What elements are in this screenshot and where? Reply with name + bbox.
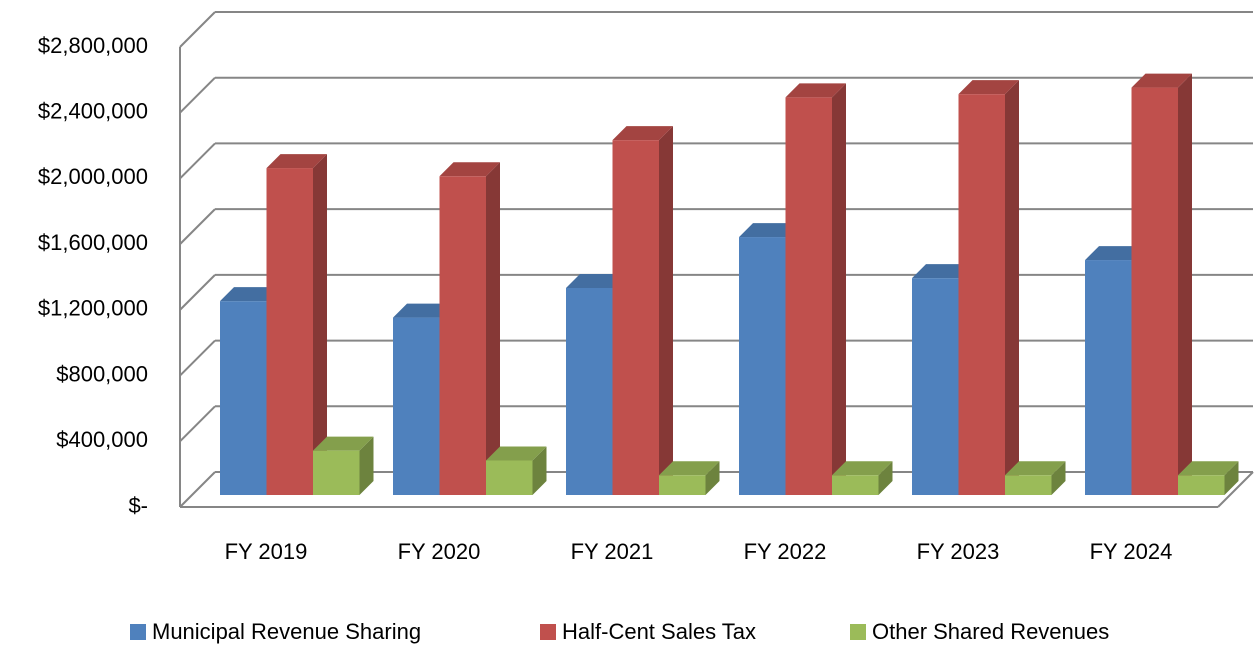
y-tick-label: $2,400,000 (38, 99, 148, 124)
bar-top (912, 264, 973, 279)
bar-side (313, 154, 327, 496)
bar (659, 475, 706, 495)
bar-top (785, 83, 846, 98)
bar-top (266, 154, 327, 169)
bar-side (832, 83, 846, 495)
legend-label: Half-Cent Sales Tax (562, 619, 756, 644)
bar (1131, 87, 1178, 496)
bar-top (566, 274, 627, 288)
y-tick-label: $1,600,000 (38, 230, 148, 255)
bar-top (739, 223, 800, 238)
x-tick-label: FY 2023 (917, 539, 1000, 564)
bar-side (532, 446, 547, 495)
bar-top (393, 303, 454, 318)
y-tick-label: $2,000,000 (38, 164, 148, 189)
bar-top (832, 461, 893, 476)
bar (266, 168, 313, 496)
grid-line (179, 142, 216, 180)
legend-label: Municipal Revenue Sharing (152, 619, 421, 644)
bar-side (486, 162, 500, 496)
x-tick-label: FY 2024 (1090, 539, 1173, 564)
bar-top (659, 461, 720, 476)
bar-side (1005, 80, 1019, 496)
x-tick-label: FY 2020 (398, 539, 481, 564)
grid (179, 11, 1254, 508)
grid-line (179, 274, 216, 311)
bar (912, 278, 959, 495)
bar-side (359, 436, 374, 495)
legend-label: Other Shared Revenues (872, 619, 1109, 644)
bar (832, 475, 879, 495)
bar-top (958, 80, 1019, 95)
legend-swatch (130, 624, 146, 640)
bar (566, 288, 613, 495)
bar-top (1085, 246, 1146, 261)
bar-side (878, 461, 893, 495)
bar-top (612, 126, 673, 141)
y-tick-label: $400,000 (56, 427, 148, 452)
legend-swatch (540, 624, 556, 640)
bar-top (1178, 461, 1239, 476)
grid-line (179, 77, 216, 114)
bar-side (705, 461, 720, 495)
y-tick-label: $- (128, 493, 148, 518)
axis-line (1217, 471, 1254, 508)
bar-top (1005, 461, 1066, 476)
bar-top (313, 436, 374, 451)
bar (612, 140, 659, 495)
bars (220, 73, 1239, 496)
bar-side (1051, 461, 1066, 495)
bar-side (1178, 73, 1192, 496)
bar-top (439, 162, 500, 177)
labels: $- $400,000 $800,000 $1,200,000 $1,600,000 $2… (38, 33, 1173, 644)
bar-top (486, 446, 547, 461)
y-tick-label: $1,200,000 (38, 296, 148, 321)
bar-side (659, 126, 673, 496)
y-tick-label: $800,000 (56, 361, 148, 386)
bar (486, 460, 533, 495)
x-tick-label: FY 2022 (744, 539, 827, 564)
grid-line (179, 208, 216, 245)
bar (313, 450, 360, 495)
bar-side (1224, 461, 1239, 495)
bar (739, 237, 786, 496)
grid-line (179, 471, 216, 508)
bar (785, 97, 832, 495)
bar (1085, 260, 1132, 495)
grid-line (179, 339, 216, 377)
bar (958, 94, 1005, 496)
bar (1178, 475, 1225, 495)
bar (220, 301, 267, 495)
bar-top (220, 287, 281, 302)
x-tick-label: FY 2019 (225, 539, 308, 564)
grid-line (179, 11, 216, 48)
grid-line (179, 405, 216, 442)
y-tick-label: $2,800,000 (38, 33, 148, 58)
bar-top (1131, 73, 1192, 88)
bar (439, 176, 486, 496)
bar (393, 317, 440, 495)
x-tick-label: FY 2021 (571, 539, 654, 564)
legend-swatch (850, 624, 866, 640)
bar (1005, 475, 1052, 495)
